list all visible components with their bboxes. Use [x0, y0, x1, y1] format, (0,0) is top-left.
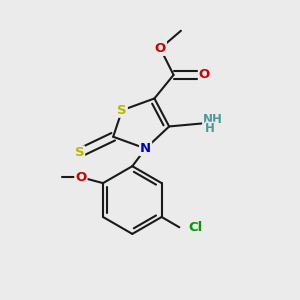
- Text: S: S: [74, 146, 84, 159]
- Text: O: O: [199, 68, 210, 81]
- Text: O: O: [75, 171, 87, 184]
- Text: H: H: [206, 122, 215, 135]
- Text: NH: NH: [203, 112, 223, 126]
- Text: O: O: [155, 42, 166, 55]
- Text: S: S: [117, 104, 127, 117]
- Text: N: N: [140, 142, 151, 155]
- Text: Cl: Cl: [188, 221, 202, 234]
